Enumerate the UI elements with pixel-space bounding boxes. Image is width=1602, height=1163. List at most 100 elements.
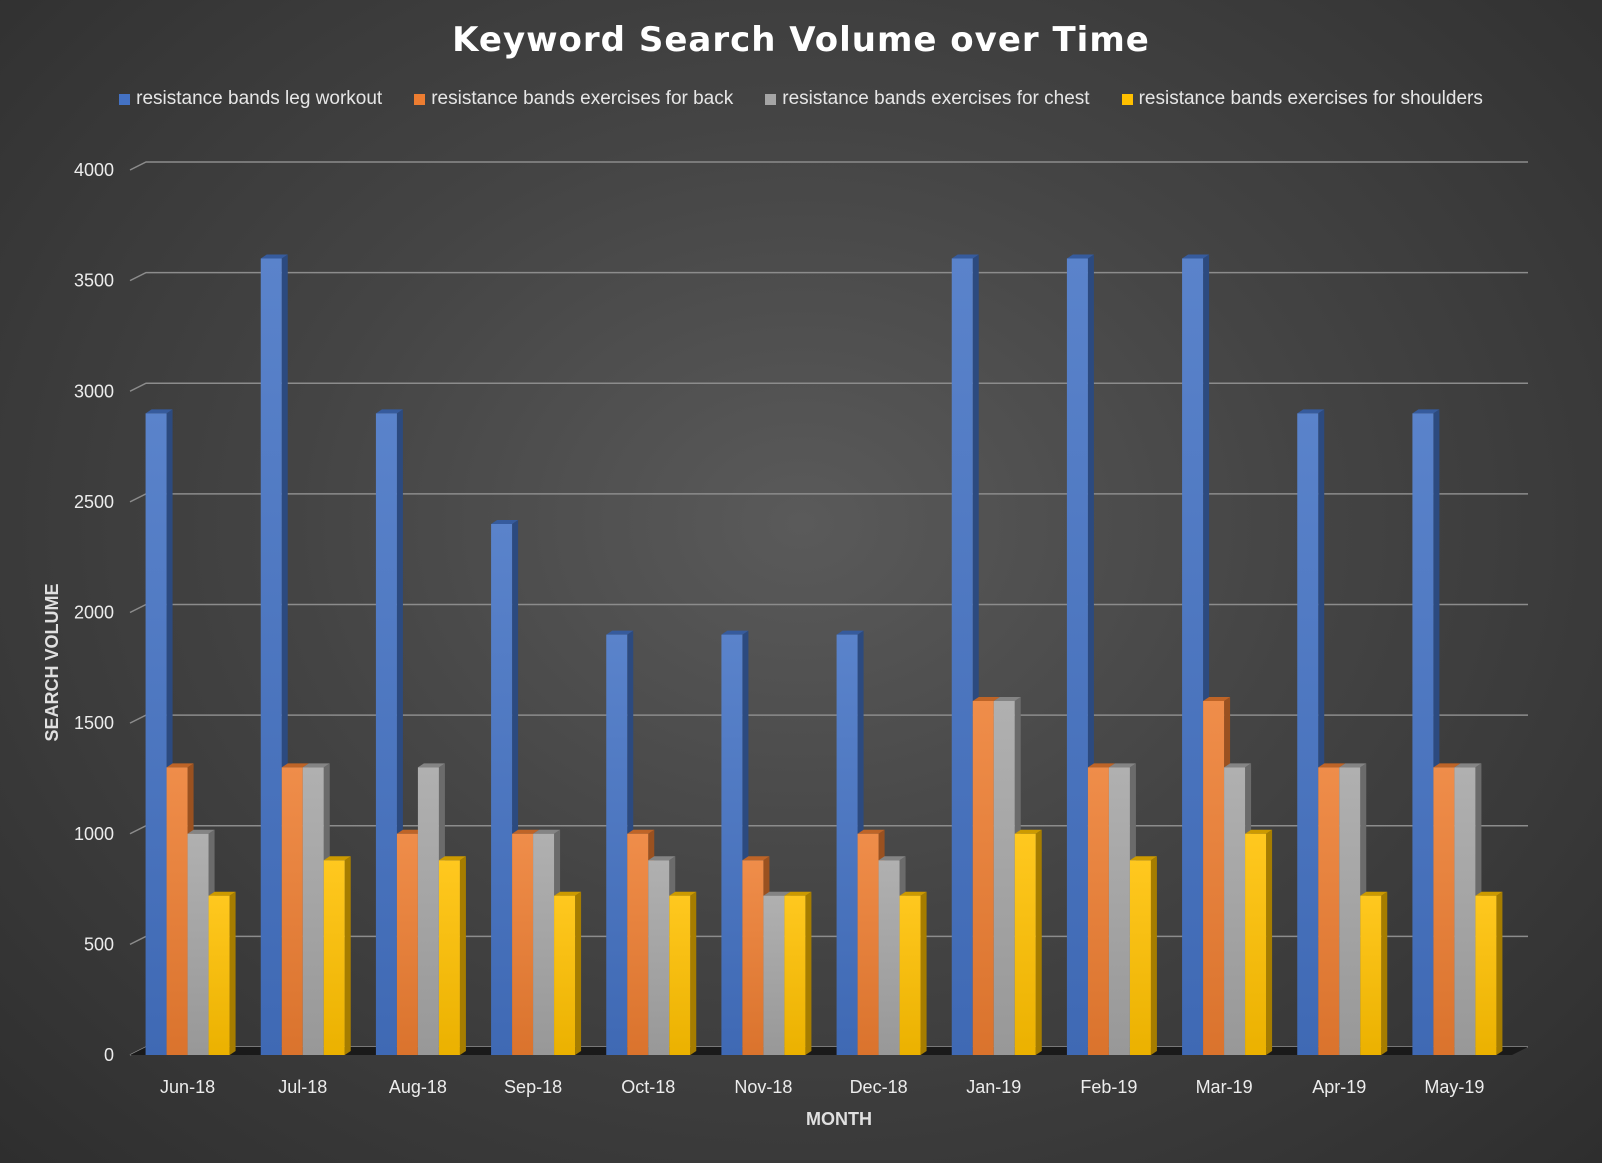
bar-top: [323, 856, 351, 861]
legend-swatch: [119, 93, 131, 105]
x-tick-label: Jan-19: [966, 1077, 1021, 1097]
bar-top: [857, 829, 885, 834]
bar: [533, 833, 555, 1055]
bar-top: [742, 856, 770, 861]
bar-top: [784, 891, 812, 896]
bar-top: [1224, 763, 1252, 768]
bar-side: [690, 891, 697, 1055]
bar: [208, 895, 230, 1055]
bar: [627, 833, 649, 1055]
bar-side: [1150, 856, 1157, 1055]
bar-top: [1203, 697, 1231, 701]
gridline: [129, 382, 1528, 392]
bar: [1475, 895, 1497, 1055]
bar: [1066, 258, 1088, 1055]
bar-top: [721, 630, 749, 635]
x-tick-label: Nov-18: [734, 1077, 792, 1097]
bar-top: [648, 856, 676, 861]
bar-top: [554, 891, 582, 896]
bar-top: [512, 829, 540, 834]
bar: [554, 895, 576, 1055]
y-tick-label: 3000: [74, 381, 114, 401]
bar-top: [972, 697, 1000, 701]
bar: [187, 833, 209, 1055]
bar: [1182, 258, 1204, 1055]
bar-top: [1087, 763, 1115, 768]
bar-top: [396, 829, 424, 834]
y-axis-title: SEARCH VOLUME: [42, 583, 62, 741]
bar: [512, 833, 534, 1055]
x-tick-label: May-19: [1424, 1077, 1484, 1097]
legend-swatch: [414, 93, 426, 105]
y-tick-label: 1500: [74, 713, 114, 733]
y-tick-label: 3500: [74, 271, 114, 291]
bar: [1318, 767, 1340, 1055]
bar-top: [1245, 829, 1273, 834]
bar: [763, 895, 785, 1055]
legend-swatch: [1121, 93, 1133, 105]
bar-top: [899, 891, 927, 896]
gridline: [129, 161, 1528, 171]
bar: [669, 895, 691, 1055]
bar-side: [920, 891, 927, 1055]
bar: [166, 767, 188, 1055]
bar-top: [1318, 763, 1346, 768]
bar-top: [281, 763, 309, 768]
bar-top: [1129, 856, 1157, 861]
bar: [951, 258, 973, 1055]
bar: [784, 895, 806, 1055]
bar-top: [417, 763, 445, 768]
bar: [993, 701, 1015, 1055]
legend-item: resistance bands exercises for chest: [765, 88, 1090, 110]
bar-top: [993, 697, 1021, 701]
bar: [606, 634, 628, 1055]
bar-top: [951, 254, 979, 259]
gridline: [129, 271, 1528, 282]
bar-top: [1108, 763, 1136, 768]
bar: [1412, 413, 1434, 1055]
bar: [721, 634, 743, 1055]
chart-title: Keyword Search Volume over Time: [452, 20, 1150, 60]
bar-side: [1496, 891, 1503, 1055]
bar-top: [208, 891, 236, 896]
x-tick-label: Jul-18: [278, 1077, 327, 1097]
legend: resistance bands leg workout resistance …: [0, 88, 1602, 110]
bar: [1360, 895, 1382, 1055]
bar: [1297, 413, 1319, 1055]
legend-label: resistance bands exercises for chest: [782, 88, 1090, 109]
bar-top: [166, 763, 194, 768]
bar: [281, 767, 303, 1055]
bar: [323, 860, 345, 1055]
bar-top: [669, 891, 697, 896]
bar-top: [438, 856, 466, 861]
y-tick-label: 1000: [74, 824, 114, 844]
bar-top: [1066, 254, 1094, 259]
bar: [742, 860, 764, 1055]
legend-swatch: [765, 93, 777, 105]
y-tick-label: 2000: [74, 603, 114, 623]
bar-top: [1412, 409, 1440, 414]
bar-side: [344, 856, 351, 1055]
bar-side: [459, 856, 466, 1055]
bar: [836, 634, 858, 1055]
x-tick-label: Dec-18: [850, 1077, 908, 1097]
bar: [1339, 767, 1361, 1055]
bar: [648, 860, 670, 1055]
bar-top: [1297, 409, 1325, 414]
bar-side: [575, 891, 582, 1055]
bar: [1454, 767, 1476, 1055]
bar: [878, 860, 900, 1055]
x-tick-label: Apr-19: [1312, 1077, 1366, 1097]
bar: [1129, 860, 1151, 1055]
bar-top: [627, 829, 655, 834]
x-tick-label: Oct-18: [621, 1077, 675, 1097]
bar-side: [805, 891, 812, 1055]
bar: [1014, 833, 1036, 1055]
bar: [491, 524, 513, 1055]
bar-top: [836, 630, 864, 635]
bar: [396, 833, 418, 1055]
bar-top: [763, 891, 791, 896]
x-tick-label: Jun-18: [160, 1077, 215, 1097]
bar-top: [533, 829, 561, 834]
